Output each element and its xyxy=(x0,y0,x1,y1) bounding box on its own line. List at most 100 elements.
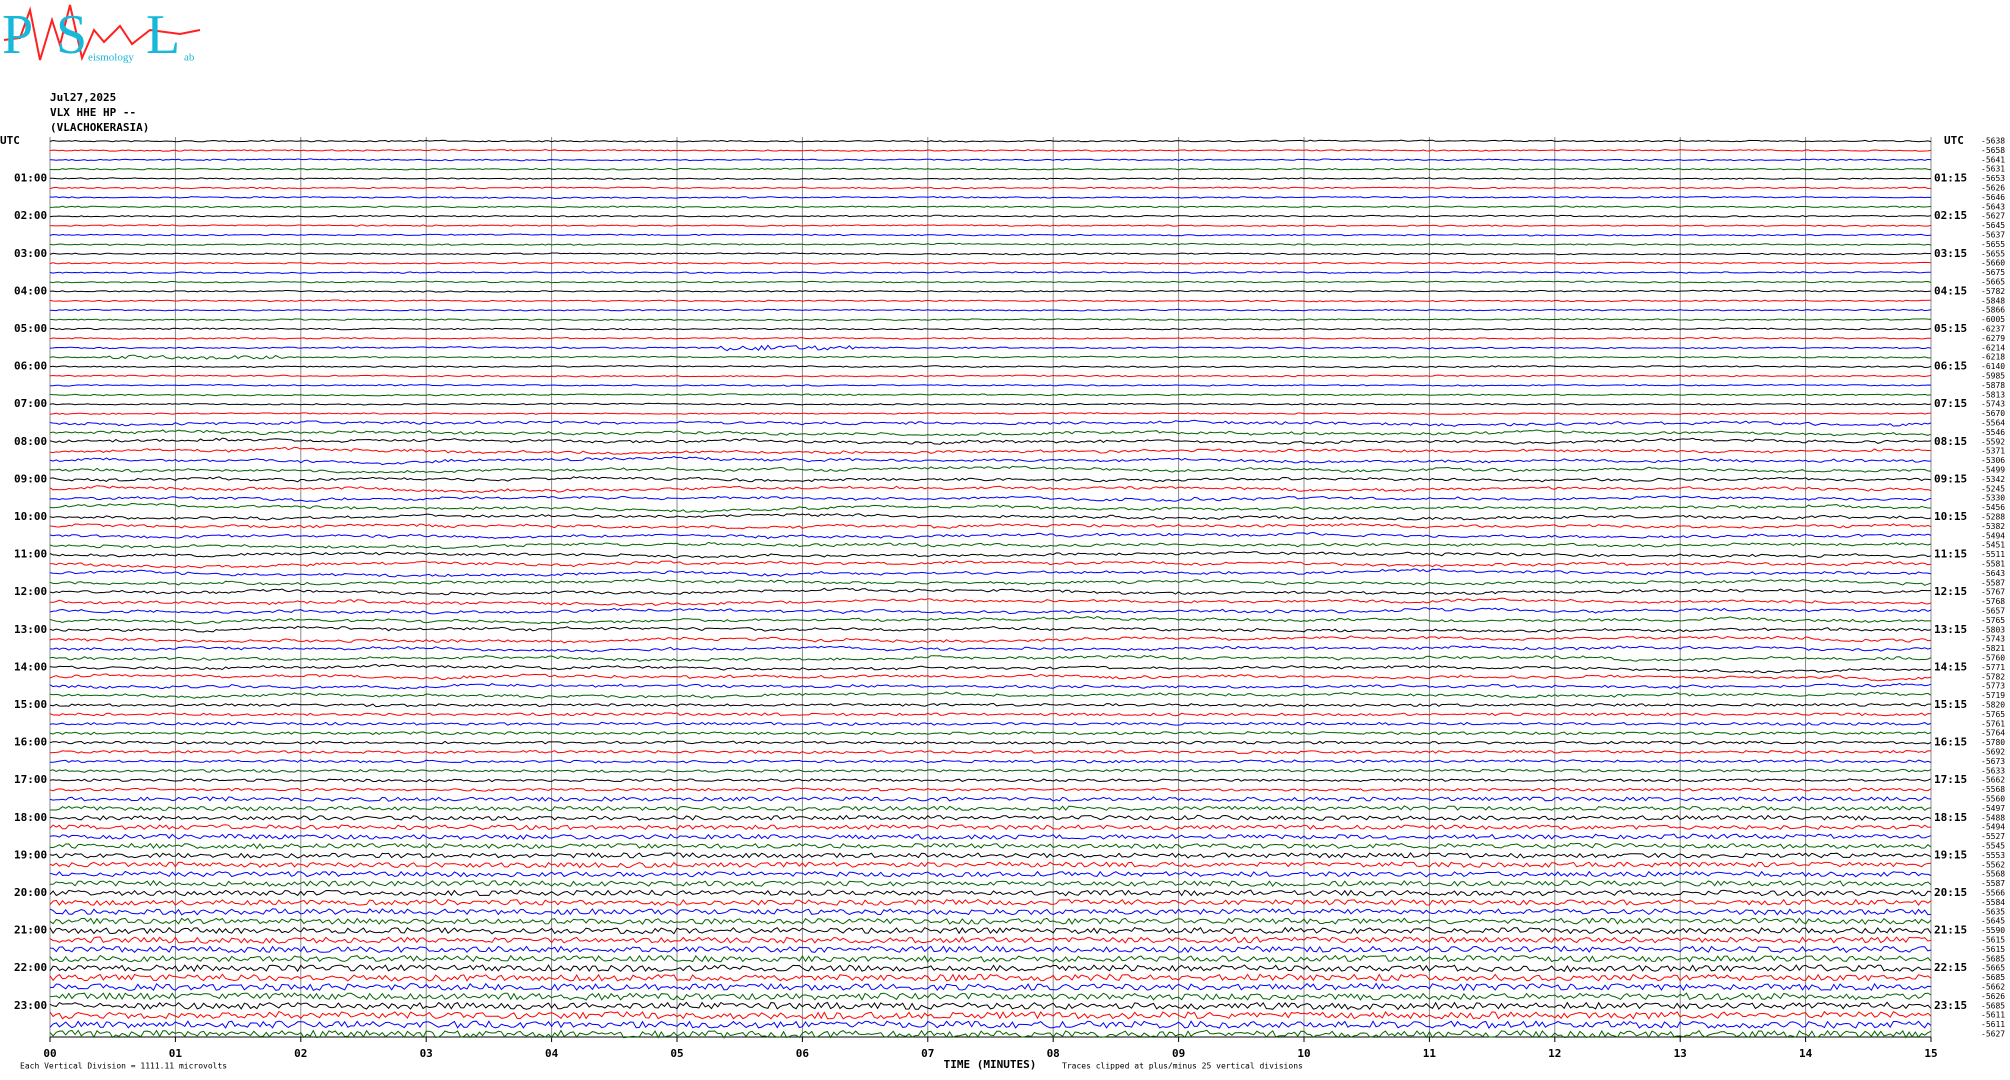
trace xyxy=(49,587,1931,596)
trace-offset: -5820 xyxy=(1981,701,2005,710)
trace-offset: -5645 xyxy=(1981,917,2005,926)
right-time-label: 04:15 xyxy=(1934,284,1967,297)
trace-offset: -5587 xyxy=(1981,879,2005,888)
trace-offset: -5821 xyxy=(1981,644,2005,653)
right-time-label: 09:15 xyxy=(1934,472,1967,485)
trace xyxy=(50,177,1932,181)
trace-offset: -5568 xyxy=(1981,785,2005,794)
trace xyxy=(49,749,1932,755)
trace xyxy=(49,513,1932,521)
left-time-label: 04:00 xyxy=(14,284,47,297)
trace xyxy=(49,908,1932,916)
trace-offset: -5584 xyxy=(1981,898,2005,907)
trace xyxy=(49,655,1932,662)
x-tick-label: 09 xyxy=(1172,1047,1185,1060)
trace xyxy=(49,861,1932,869)
trace xyxy=(49,186,1932,190)
trace xyxy=(49,936,1932,944)
trace xyxy=(49,139,1932,143)
x-tick-label: 10 xyxy=(1297,1047,1310,1060)
trace-offset: -5587 xyxy=(1981,578,2005,587)
right-time-label: 18:15 xyxy=(1934,811,1967,824)
trace xyxy=(49,673,1932,682)
x-tick-label: 03 xyxy=(420,1047,433,1060)
trace xyxy=(49,242,1932,246)
trace xyxy=(49,560,1932,569)
trace-offset: -5768 xyxy=(1981,597,2005,606)
right-time-label: 11:15 xyxy=(1934,548,1967,561)
date: Jul27,2025 xyxy=(50,91,116,104)
trace-offset: -5330 xyxy=(1981,494,2005,503)
footer-right: Traces clipped at plus/minus 25 vertical… xyxy=(1062,1062,1303,1071)
trace-offset: -5643 xyxy=(1981,569,2005,578)
trace-offset: -5719 xyxy=(1981,691,2005,700)
trace-offset: -5848 xyxy=(1981,296,2005,305)
trace-offset: -5665 xyxy=(1981,278,2005,287)
trace xyxy=(49,778,1932,783)
trace-offset: -5626 xyxy=(1981,184,2005,193)
trace-offset: -5665 xyxy=(1981,964,2005,973)
trace-offset: -5456 xyxy=(1981,503,2005,512)
trace xyxy=(49,1001,1932,1011)
trace-offset: -5627 xyxy=(1981,1030,2005,1039)
right-time-label: 16:15 xyxy=(1934,736,1967,749)
trace xyxy=(49,465,1932,474)
left-time-label: 21:00 xyxy=(14,924,47,937)
trace xyxy=(49,824,1932,831)
trace xyxy=(49,429,1932,437)
x-tick-label: 04 xyxy=(545,1047,559,1060)
trace-offset: -5342 xyxy=(1981,475,2005,484)
right-time-label: 22:15 xyxy=(1934,961,1967,974)
trace xyxy=(49,419,1932,427)
trace xyxy=(49,833,1932,840)
left-time-label: 09:00 xyxy=(14,472,47,485)
trace-offset: -5638 xyxy=(1981,137,2005,146)
left-time-label: 11:00 xyxy=(14,548,47,561)
trace xyxy=(49,523,1932,530)
trace-offset: -6214 xyxy=(1981,343,2005,352)
trace xyxy=(49,982,1932,992)
x-tick-label: 12 xyxy=(1548,1047,1561,1060)
trace-offset: -5560 xyxy=(1981,795,2005,804)
trace-offset: -6279 xyxy=(1981,334,2005,343)
left-time-label: 08:00 xyxy=(14,435,47,448)
trace-offset: -5803 xyxy=(1981,625,2005,634)
logo-text: eismology xyxy=(88,52,134,64)
trace xyxy=(49,446,1931,455)
left-time-label: 13:00 xyxy=(14,623,47,636)
trace xyxy=(49,954,1932,963)
trace xyxy=(49,158,1932,162)
trace xyxy=(49,551,1932,559)
trace xyxy=(49,973,1932,982)
trace xyxy=(49,271,1932,275)
trace-offset: -5782 xyxy=(1981,672,2005,681)
trace xyxy=(49,721,1932,726)
trace-offset: -5562 xyxy=(1981,860,2005,869)
logo-letter: P xyxy=(2,4,33,66)
trace xyxy=(49,635,1932,644)
trace-offset: -5764 xyxy=(1981,729,2005,738)
trace-offset: -5655 xyxy=(1981,249,2005,258)
trace-offset: -5645 xyxy=(1981,221,2005,230)
trace xyxy=(49,731,1932,736)
trace xyxy=(49,889,1932,897)
logo: P S L eismology ab xyxy=(2,4,201,66)
trace-offset: -5658 xyxy=(1981,146,2005,155)
trace xyxy=(49,344,1932,352)
trace-offset: -5627 xyxy=(1981,212,2005,221)
left-time-label: 14:00 xyxy=(14,660,47,673)
trace-offset: -6005 xyxy=(1981,315,2005,324)
left-time-label: 10:00 xyxy=(14,510,47,523)
trace-offset: -5611 xyxy=(1981,1011,2005,1020)
trace xyxy=(49,870,1932,878)
right-time-label: 05:15 xyxy=(1934,322,1967,335)
location: (VLACHOKERASIA) xyxy=(50,121,149,134)
x-tick-label: 07 xyxy=(921,1047,934,1060)
trace-offset: -5653 xyxy=(1981,174,2005,183)
trace xyxy=(49,365,1932,369)
trace-offset: -5673 xyxy=(1981,757,2005,766)
trace-offset: -5765 xyxy=(1981,710,2005,719)
trace xyxy=(49,280,1932,284)
trace-offset: -5245 xyxy=(1981,484,2005,493)
